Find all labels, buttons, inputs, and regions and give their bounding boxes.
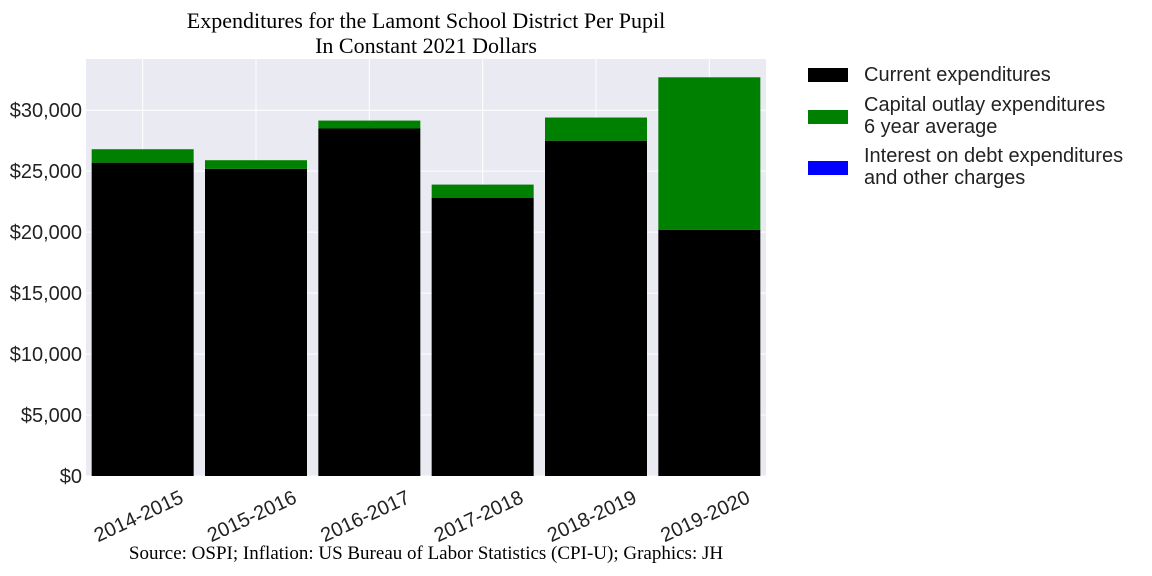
y-tick-label: $25,000 (10, 161, 82, 183)
bar-capital (318, 120, 421, 129)
bar-capital (431, 184, 534, 198)
legend-label-interest: Interest on debt expenditures and other … (864, 145, 1124, 189)
x-tick-label: 2014-2015 (91, 487, 187, 547)
legend-swatch-interest (808, 161, 848, 175)
chart-title: Expenditures for the Lamont School Distr… (186, 8, 666, 58)
y-tick-label: $5,000 (21, 405, 82, 427)
bar-capital (545, 117, 647, 141)
bar-current (318, 128, 421, 476)
bar-capital (91, 149, 194, 163)
x-tick-label: 2017-2018 (431, 487, 527, 547)
x-tick-label: 2016-2017 (317, 487, 413, 547)
y-tick-label: $30,000 (10, 100, 82, 122)
bar-capital (205, 160, 307, 169)
legend-label-current: Current expenditures (864, 64, 1051, 86)
bar-current (205, 168, 307, 476)
legend-swatch-current (808, 68, 848, 82)
y-tick-label: $15,000 (10, 283, 82, 305)
y-tick-label: $10,000 (10, 344, 82, 366)
x-tick-label: 2015-2016 (204, 487, 300, 547)
bar-current (658, 229, 761, 476)
x-tick-label: 2018-2019 (544, 487, 640, 547)
legend-swatch-capital (808, 110, 848, 124)
x-tick-label: 2019-2020 (657, 487, 753, 547)
source-note: Source: OSPI; Inflation: US Bureau of La… (128, 543, 724, 564)
bar-current (431, 198, 534, 476)
bar-current (545, 140, 647, 476)
plot-area (86, 59, 766, 476)
bar-current (91, 162, 194, 476)
bar-capital (658, 77, 761, 230)
y-tick-label: $0 (60, 466, 82, 488)
legend-label-capital: Capital outlay expenditures 6 year avera… (864, 94, 1106, 138)
y-tick-label: $20,000 (10, 222, 82, 244)
